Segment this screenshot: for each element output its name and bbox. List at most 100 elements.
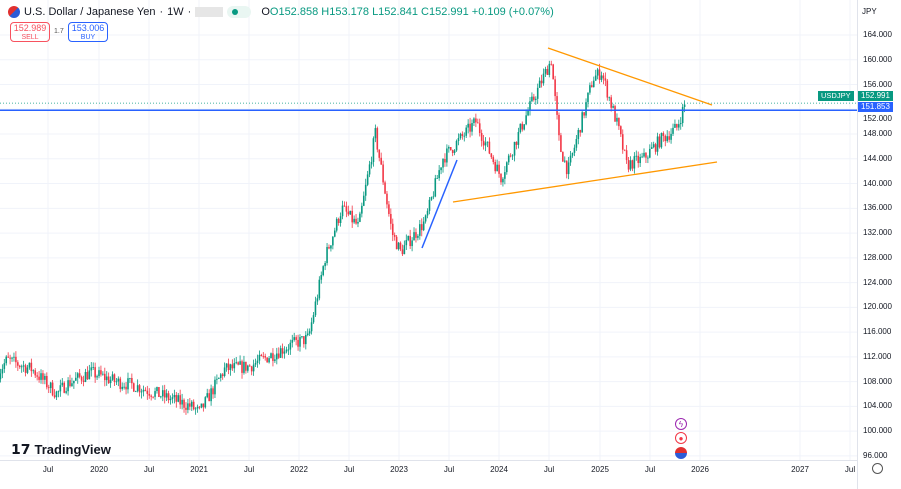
candle-body [218,377,220,379]
candle-body [451,149,454,153]
interval[interactable]: 1W [167,6,184,18]
candle-body [558,114,560,136]
candle-body [239,361,241,365]
price-label: 100.000 [863,426,892,436]
candle-body [345,206,348,212]
candle-body [113,374,116,382]
candle-body [98,370,100,377]
candle-body [252,364,255,372]
candle-body [664,135,667,142]
currency-selector[interactable]: JPY [862,7,877,16]
buy-button[interactable]: 153.006 BUY [68,22,108,42]
candle-body [596,69,599,76]
candle-body [332,236,334,246]
candle-body [42,373,44,380]
candle-body [132,383,135,392]
candle-body [138,385,141,393]
time-label: 2025 [591,465,609,474]
candle-body [594,75,597,81]
candle-body [260,354,263,357]
candle-body [324,263,326,267]
candle-body [245,361,247,371]
exchange-blurred [195,7,224,17]
candle-body [183,399,185,408]
last-price-tag: 152.991 [858,91,893,101]
candle-body [477,122,479,124]
candle-body [424,215,427,222]
candle-body [264,356,267,358]
sell-button[interactable]: 152.989 SELL [10,22,50,42]
candle-body [434,178,437,197]
candle-body [55,391,58,398]
candle-body [643,152,645,157]
candle-body [304,335,307,345]
candle-body [618,117,620,127]
candle-body [610,97,612,108]
candle-body [502,178,504,183]
candle-body [67,380,69,392]
candle-body [457,138,460,141]
candle-body [330,245,332,249]
candle-body [156,387,158,392]
us-flag-event-icon[interactable] [675,447,687,459]
candle-body [105,376,108,381]
candle-body [616,117,618,122]
candle-body [328,247,330,249]
candle-body [500,173,502,183]
candle-body [59,385,62,392]
candle-body [22,365,25,367]
candle-body [637,155,640,164]
settings-icon[interactable] [872,463,883,474]
market-open-icon [227,6,252,18]
candle-body [374,128,377,139]
candle-body [268,358,270,363]
candle-body [47,387,50,389]
open-value: O152.858 [269,6,319,18]
price-axis[interactable]: JPY 164.000 160.000 156.000 152.000 148.000 1… [857,0,901,489]
candle-body [248,365,251,367]
candle-body [531,96,533,102]
candle-body [525,115,527,125]
candle-body [683,104,686,107]
candle-body [61,382,64,386]
candle-body [274,359,276,361]
candle-body [550,63,553,65]
candle-body [448,147,450,149]
candle-body [13,356,15,358]
candle-body [343,205,346,207]
candle-body [674,123,676,128]
candle-body [592,80,595,88]
candle-body [413,232,415,241]
candle-body [301,336,303,338]
candle-body [175,394,178,402]
candle-body [488,141,491,154]
tradingview-logo[interactable]: 𝟭𝟳 TradingView [11,441,111,458]
candle-body [148,393,151,396]
candle-body [620,126,622,135]
candle-body [546,68,549,75]
time-label: Jul [143,465,155,474]
lightning-icon[interactable]: ϟ [675,418,687,430]
candle-body [660,133,663,148]
line-price-tag: 151.853 [858,102,893,112]
candle-body [316,298,319,302]
candle-body [318,279,321,299]
candle-body [92,367,95,368]
trend-line [421,159,458,249]
candle-body [515,141,518,145]
candle-body [177,395,180,402]
candle-body [475,118,477,123]
candle-body [438,170,440,179]
candle-body [227,363,230,371]
candle-body [353,218,355,223]
candle-body [181,399,183,405]
candle-body [115,381,118,383]
candle-body [75,377,77,381]
candle-body [548,63,551,75]
candle-body [529,101,531,111]
price-chart[interactable] [0,0,857,460]
event-icon[interactable]: ● [675,432,687,444]
candle-body [129,378,131,379]
symbol-title[interactable]: U.S. Dollar / Japanese Yen [24,6,156,18]
candle-body [401,249,404,255]
